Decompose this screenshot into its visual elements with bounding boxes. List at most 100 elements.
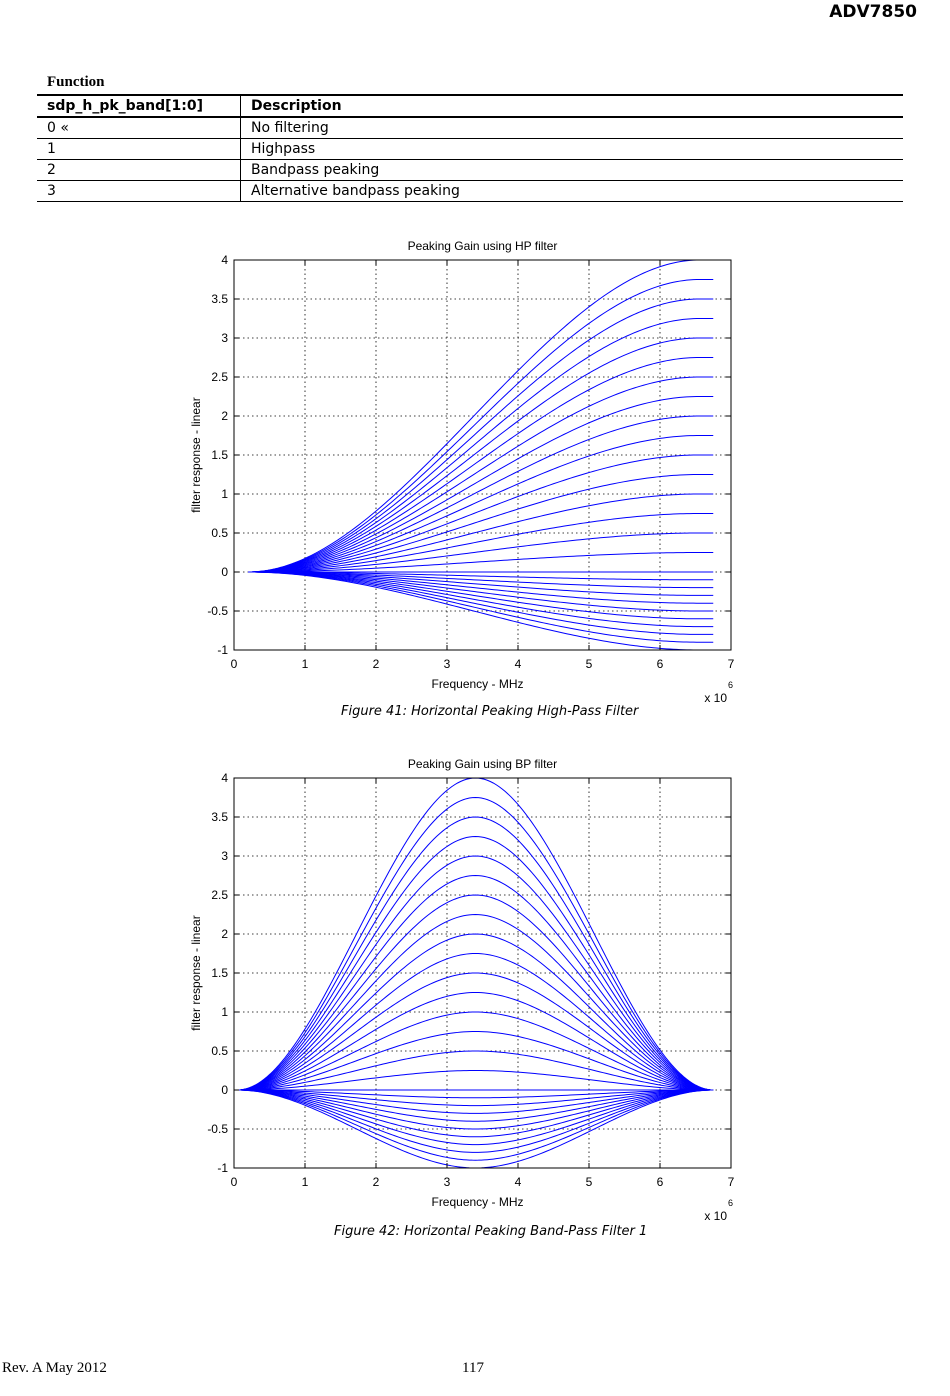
y-tick-label: 4 [221, 253, 228, 267]
column-header-description: Description [240, 94, 903, 118]
hp-series-line-17 [248, 435, 714, 573]
hp-series-line-4 [248, 571, 714, 620]
x-multiplier-base: x 10 [704, 691, 727, 705]
table-cell-value: 3 [37, 180, 241, 202]
x-tick-label: 1 [302, 657, 309, 671]
bp-series-line-15 [237, 991, 714, 1091]
table-cell-value: 1 [37, 138, 241, 160]
bp-series-line-7 [237, 1089, 714, 1114]
y-tick-label: 3 [221, 849, 228, 863]
y-tick-label: 2 [221, 409, 228, 423]
y-tick-label: 0.5 [211, 1044, 228, 1058]
function-heading: Function [47, 74, 105, 90]
column-header-register: sdp_h_pk_band[1:0] [37, 94, 241, 118]
y-tick-label: 0 [221, 1083, 228, 1097]
y-tick-label: 1.5 [211, 448, 228, 462]
hp-series-line-7 [248, 571, 714, 596]
bp-series-line-11 [237, 1069, 714, 1091]
hp-series-line-20 [248, 376, 714, 573]
chart-title: Peaking Gain using BP filter [408, 757, 557, 771]
hp-series-line-9 [248, 571, 714, 581]
bp-series-line-19 [237, 913, 714, 1091]
x-multiplier-exponent: 6 [728, 680, 733, 690]
hp-series-line-2 [248, 571, 714, 635]
hp-series-line-25 [248, 279, 714, 573]
x-axis-label: Frequency - MHz [431, 1195, 523, 1209]
y-tick-label: -1 [217, 643, 228, 657]
x-tick-label: 5 [586, 657, 593, 671]
bp-series-line-16 [237, 972, 714, 1091]
x-tick-label: 0 [231, 1175, 238, 1189]
bp-series-line-18 [237, 933, 714, 1091]
bp-filter-chart: Peaking Gain using BP filter 0 1 2 3 4 5 6 7 -1 -0… [189, 757, 735, 1223]
bp-series-line-12 [237, 1050, 714, 1091]
x-tick-label: 3 [444, 657, 451, 671]
hp-series-line-22 [248, 337, 714, 573]
hp-series-line-16 [248, 454, 714, 573]
x-multiplier-base: x 10 [704, 1209, 727, 1223]
bp-series-line-17 [237, 952, 714, 1091]
y-axis-label: filter response - linear [189, 915, 203, 1030]
bp-series-line-25 [237, 796, 714, 1091]
y-tick-label: 3 [221, 331, 228, 345]
table-cell-description: No filtering [240, 117, 903, 139]
y-tick-label: 3.5 [211, 292, 228, 306]
bp-series-line-3 [237, 1089, 714, 1146]
x-tick-label: 2 [373, 1175, 380, 1189]
hp-series-line-24 [248, 298, 714, 573]
document-title: ADV7850 [829, 2, 917, 22]
hp-series-line-26 [248, 259, 714, 573]
bp-series-line-1 [237, 1089, 714, 1161]
x-tick-label: 5 [586, 1175, 593, 1189]
hp-series-line-5 [248, 571, 714, 612]
figure-hp-filter: Peaking Gain using HP filter 0 1 2 3 4 5 6 7 -1 -0… [180, 232, 750, 712]
table-cell-description: Bandpass peaking [240, 159, 903, 181]
table-row: 3 Alternative bandpass peaking [37, 180, 903, 202]
bp-series-line-14 [237, 1011, 714, 1091]
y-tick-label: -0.5 [207, 1122, 228, 1136]
table-cell-description: Alternative bandpass peaking [240, 180, 903, 202]
hp-series-line-3 [248, 571, 714, 628]
table-row: 2 Bandpass peaking [37, 159, 903, 181]
table-header-row: sdp_h_pk_band[1:0] Description [37, 94, 903, 118]
y-tick-label: 2 [221, 927, 228, 941]
x-tick-label: 6 [657, 657, 664, 671]
figure-41-caption: Figure 41: Horizontal Peaking High-Pass … [341, 704, 639, 719]
y-tick-label: 2.5 [211, 888, 228, 902]
x-tick-label: 6 [657, 1175, 664, 1189]
x-axis-label: Frequency - MHz [431, 677, 523, 691]
hp-series-line-11 [248, 552, 714, 573]
y-tick-label: -0.5 [207, 604, 228, 618]
x-tick-label: 7 [728, 657, 735, 671]
bp-series-line-4 [237, 1089, 714, 1138]
y-tick-label: 1 [221, 487, 228, 501]
x-tick-label: 7 [728, 1175, 735, 1189]
table-row: 0 « No filtering [37, 117, 903, 139]
table-cell-value: 2 [37, 159, 241, 181]
hp-series-line-15 [248, 474, 714, 573]
table-row: 1 Highpass [37, 138, 903, 160]
bp-series-line-24 [237, 816, 714, 1091]
y-tick-label: 3.5 [211, 810, 228, 824]
figure-42-caption: Figure 42: Horizontal Peaking Band-Pass … [334, 1224, 648, 1239]
table-cell-description: Highpass [240, 138, 903, 160]
y-tick-label: 2.5 [211, 370, 228, 384]
hp-filter-chart: Peaking Gain using HP filter 0 1 2 3 4 5 6 7 -1 -0… [189, 239, 735, 705]
table-cell-value: 0 « [37, 117, 241, 139]
hp-series-line-8 [248, 571, 714, 589]
hp-series-line-18 [248, 415, 714, 573]
bp-series-line-2 [237, 1089, 714, 1153]
hp-series-line-0 [248, 571, 714, 651]
x-multiplier-exponent: 6 [728, 1198, 733, 1208]
x-tick-label: 1 [302, 1175, 309, 1189]
hp-series-line-13 [248, 513, 714, 573]
bp-series-line-9 [237, 1089, 714, 1099]
x-tick-label: 2 [373, 657, 380, 671]
x-tick-label: 3 [444, 1175, 451, 1189]
hp-series-line-21 [248, 357, 714, 573]
y-tick-label: 1 [221, 1005, 228, 1019]
y-tick-label: -1 [217, 1161, 228, 1175]
hp-series-line-6 [248, 571, 714, 604]
bp-series-line-22 [237, 855, 714, 1091]
revision-footer: Rev. A May 2012 [2, 1360, 107, 1376]
